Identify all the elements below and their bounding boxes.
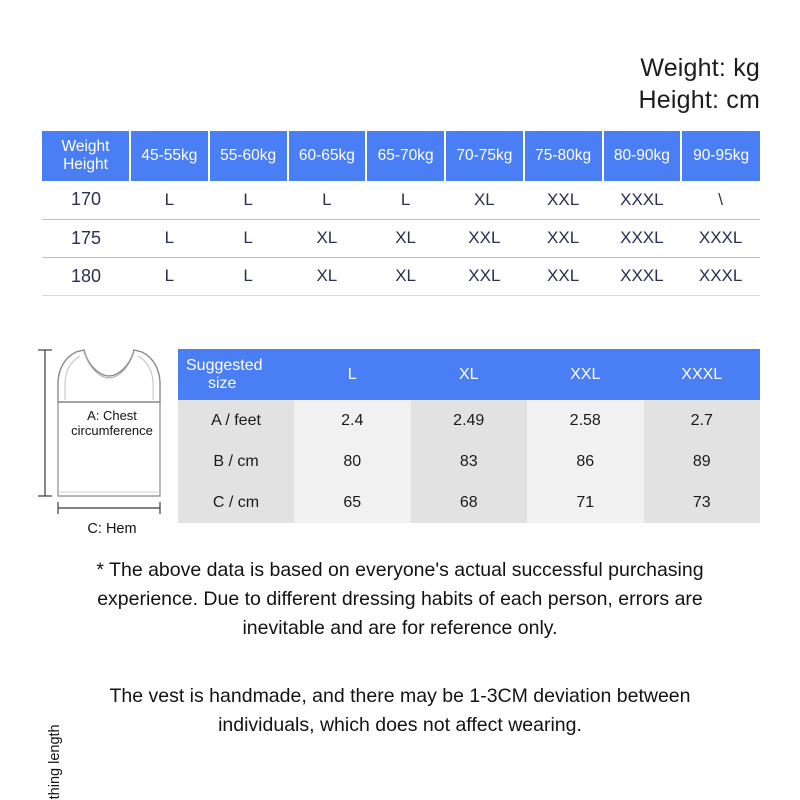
measure-row-label-1: B / cm <box>178 441 294 482</box>
measure-cell-2-0: 65 <box>294 482 411 523</box>
size-cell-0-7: \ <box>681 181 760 220</box>
vest-icon <box>38 349 161 514</box>
size-cell-0-0: L <box>130 181 209 220</box>
size-cell-0-6: XXXL <box>602 181 682 220</box>
size-cell-0-1: L <box>208 181 288 220</box>
size-cell-1-3: XL <box>366 219 445 258</box>
size-table-row-height-2: 180 <box>42 257 130 296</box>
measure-cell-1-3: 89 <box>643 441 760 482</box>
measure-row-label-0: A / feet <box>178 400 294 441</box>
measure-table-col-header-3: XXXL <box>643 349 760 400</box>
unit-legend: Weight: kg Height: cm <box>639 52 760 116</box>
measure-table-col-header-1: XL <box>410 349 527 400</box>
measure-table: Suggested size L XL XXL XXXL A / feet 2.… <box>178 349 760 523</box>
size-table-col-header-6: 80-90kg <box>602 131 683 181</box>
size-cell-1-5: XXL <box>523 219 603 258</box>
size-cell-1-2: XL <box>287 219 367 258</box>
size-table-col-header-3: 65-70kg <box>366 131 446 181</box>
size-table-col-header-5: 75-80kg <box>523 131 604 181</box>
vest-hem-label: C: Hem <box>87 521 137 537</box>
table-row: C / cm 65 68 71 73 <box>178 482 760 523</box>
table-row: B / cm 80 83 86 89 <box>178 441 760 482</box>
size-table-col-header-7: 90-95kg <box>681 131 760 181</box>
size-table-row-height-0: 170 <box>42 181 130 220</box>
size-table-corner-header: Weight Height <box>42 131 131 181</box>
table-row: 175 L L XL XL XXL XXL XXXL XXXL <box>42 219 760 258</box>
measure-cell-1-1: 83 <box>410 441 527 482</box>
size-cell-0-3: L <box>366 181 445 220</box>
measure-table-corner-header: Suggested size <box>178 349 294 400</box>
measure-cell-1-0: 80 <box>294 441 411 482</box>
size-cell-1-1: L <box>208 219 288 258</box>
unit-legend-weight: Weight: kg <box>640 54 760 82</box>
disclaimer-note-primary: * The above data is based on everyone's … <box>96 559 704 639</box>
hem-dimension-line <box>57 502 161 514</box>
measure-cell-0-3: 2.7 <box>643 400 760 441</box>
corner-label-height: Height <box>63 156 108 173</box>
table-row: 180 L L XL XL XXL XXL XXXL XXXL <box>42 257 760 296</box>
size-table-body: 170 L L L L XL XXL XXXL \ 175 L L XL XL … <box>42 181 760 296</box>
table-row: 170 L L L L XL XXL XXXL \ <box>42 181 760 220</box>
measure-cell-0-0: 2.4 <box>294 400 411 441</box>
size-table-col-header-0: 45-55kg <box>130 131 210 181</box>
size-cell-2-2: XL <box>287 257 367 296</box>
measure-cell-1-2: 86 <box>527 441 644 482</box>
disclaimer-note-secondary: The vest is handmade, and there may be 1… <box>109 685 691 736</box>
size-cell-0-4: XL <box>445 181 524 220</box>
vest-diagram: C: Clothing length <box>12 344 172 800</box>
size-cell-2-1: L <box>208 257 288 296</box>
unit-legend-height: Height: cm <box>638 86 760 114</box>
size-table-col-header-1: 55-60kg <box>208 131 289 181</box>
measure-cell-2-1: 68 <box>410 482 527 523</box>
corner-label-size: size <box>208 374 237 392</box>
size-table-header-row: Weight Height 45-55kg 55-60kg 60-65kg 65… <box>42 131 760 181</box>
size-cell-2-4: XXL <box>445 257 524 296</box>
size-cell-1-7: XXXL <box>681 219 760 258</box>
size-table: Weight Height 45-55kg 55-60kg 60-65kg 65… <box>42 131 760 296</box>
clothing-length-dimension-line <box>38 349 52 497</box>
size-cell-2-5: XXL <box>523 257 603 296</box>
size-cell-1-0: L <box>130 219 209 258</box>
measure-table-header: Suggested size L XL XXL XXXL <box>178 349 760 400</box>
measure-table-col-header-0: L <box>294 349 411 400</box>
measure-cell-2-2: 71 <box>527 482 644 523</box>
size-cell-2-7: XXXL <box>681 257 760 296</box>
measure-table-col-header-2: XXL <box>527 349 644 400</box>
corner-label-weight: Weight <box>61 137 110 155</box>
size-cell-1-4: XXL <box>445 219 524 258</box>
size-table-row-height-1: 175 <box>42 219 130 258</box>
size-table-header: Weight Height 45-55kg 55-60kg 60-65kg 65… <box>42 131 760 181</box>
size-cell-1-6: XXXL <box>602 219 682 258</box>
measure-table-header-row: Suggested size L XL XXL XXXL <box>178 349 760 400</box>
table-row: A / feet 2.4 2.49 2.58 2.7 <box>178 400 760 441</box>
size-cell-0-5: XXL <box>523 181 603 220</box>
size-cell-2-6: XXXL <box>602 257 682 296</box>
size-table-col-header-4: 70-75kg <box>445 131 525 181</box>
size-cell-0-2: L <box>287 181 367 220</box>
size-cell-2-0: L <box>130 257 209 296</box>
measure-cell-0-1: 2.49 <box>410 400 527 441</box>
size-table-col-header-2: 60-65kg <box>287 131 368 181</box>
measure-row-label-2: C / cm <box>178 482 294 523</box>
measure-cell-0-2: 2.58 <box>527 400 644 441</box>
vest-chest-label: A: Chest circumference <box>71 408 153 439</box>
corner-label-suggested: Suggested <box>186 356 263 374</box>
size-cell-2-3: XL <box>366 257 445 296</box>
measure-cell-2-3: 73 <box>643 482 760 523</box>
measure-table-body: A / feet 2.4 2.49 2.58 2.7 B / cm 80 83 … <box>178 400 760 523</box>
vest-clothing-length-label: C: Clothing length <box>47 724 63 800</box>
